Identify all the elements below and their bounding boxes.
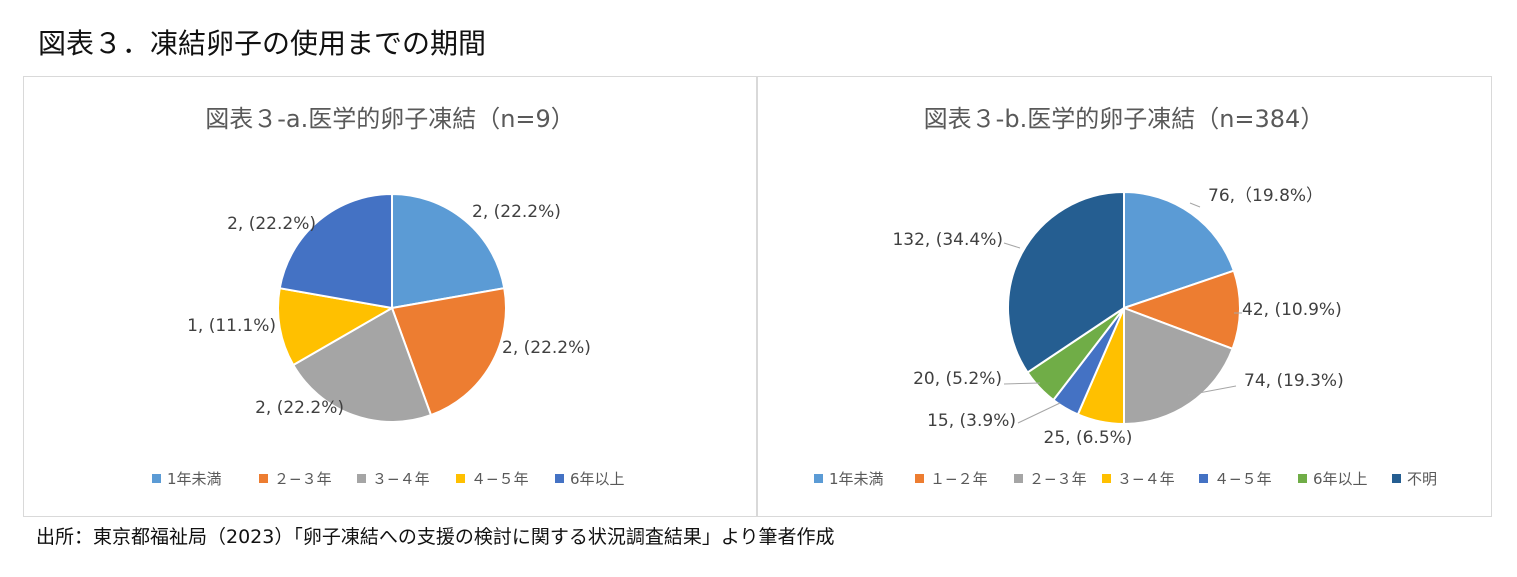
leader-line xyxy=(1003,382,1041,385)
chart-panel-a: 図表３-a.医学的卵子凍結（n=9） 2, (22.2%) 2, (22.2%) 2… xyxy=(23,76,757,517)
legend-swatch xyxy=(1014,474,1023,483)
data-label: 20, (5.2%) xyxy=(913,369,1002,389)
data-label: 2, (22.2%) xyxy=(472,202,561,222)
chart-a-title: 図表３-a.医学的卵子凍結（n=9） xyxy=(205,105,575,133)
legend-label: 1年未満 xyxy=(167,470,222,488)
data-label: 74, (19.3%) xyxy=(1244,371,1344,391)
data-label: 76,（19.8%） xyxy=(1208,186,1323,206)
data-label: 2, (22.2%) xyxy=(227,214,316,234)
legend-label: ３−４年 xyxy=(1117,470,1175,488)
legend-label: 1年未満 xyxy=(829,470,884,488)
legend-swatch xyxy=(1102,474,1111,483)
legend-label: ４−５年 xyxy=(471,470,529,488)
pie-chart-b: 図表３-b.医学的卵子凍結（n=384） 76,（19.8%） 42, (10.9… xyxy=(814,105,1437,488)
legend-swatch xyxy=(915,474,924,483)
leader-line xyxy=(1003,242,1021,249)
pie-slice xyxy=(278,192,393,310)
data-label: 2, (22.2%) xyxy=(502,338,591,358)
legend-swatch xyxy=(152,474,161,483)
legend-label: ２−３年 xyxy=(1029,470,1087,488)
leader-line xyxy=(1017,402,1061,424)
pie-slice xyxy=(1121,269,1241,351)
legend-swatch xyxy=(814,474,823,483)
leader-line xyxy=(1189,202,1201,208)
data-label: 25, (6.5%) xyxy=(1044,428,1133,448)
legend-swatch xyxy=(357,474,366,483)
legend-swatch xyxy=(1199,474,1208,483)
data-label: 42, (10.9%) xyxy=(1242,300,1342,320)
pie-slice xyxy=(291,306,433,423)
legend-label: 6年以上 xyxy=(1313,470,1368,488)
chart-b-title: 図表３-b.医学的卵子凍結（n=384） xyxy=(924,105,1325,133)
legend-swatch xyxy=(456,474,465,483)
leader-line xyxy=(1187,385,1237,396)
legend-swatch xyxy=(259,474,268,483)
legend-swatch xyxy=(1298,474,1307,483)
pie-slice xyxy=(391,192,506,310)
legend-label: 不明 xyxy=(1407,470,1437,488)
chart-panel-b: 図表３-b.医学的卵子凍結（n=384） 76,（19.8%） 42, (10.9… xyxy=(757,76,1492,517)
pie-slice xyxy=(277,287,395,367)
legend-label: ３−４年 xyxy=(372,470,430,488)
pie-slice xyxy=(1007,190,1125,374)
legend-label: １−２年 xyxy=(930,470,988,488)
legend-swatch xyxy=(1392,474,1401,483)
pie-chart-a: 図表３-a.医学的卵子凍結（n=9） 2, (22.2%) 2, (22.2%) 2… xyxy=(152,105,625,488)
pie-slice xyxy=(1123,306,1234,426)
data-label: 2, (22.2%) xyxy=(255,398,344,418)
legend-swatch xyxy=(555,474,564,483)
legend-label: ２−３年 xyxy=(274,470,332,488)
source-note: 出所：東京都福祉局（2023）「卵子凍結への支援の検討に関する状況調査結果」より… xyxy=(36,526,835,548)
data-label: 132, (34.4%) xyxy=(892,230,1003,250)
data-label: 1, (11.1%) xyxy=(187,316,276,336)
page-title: 図表３．凍結卵子の使用までの期間 xyxy=(38,27,487,60)
data-label: 15, (3.9%) xyxy=(927,411,1016,431)
legend-label: 6年以上 xyxy=(570,470,625,488)
legend-label: ４−５年 xyxy=(1214,470,1272,488)
